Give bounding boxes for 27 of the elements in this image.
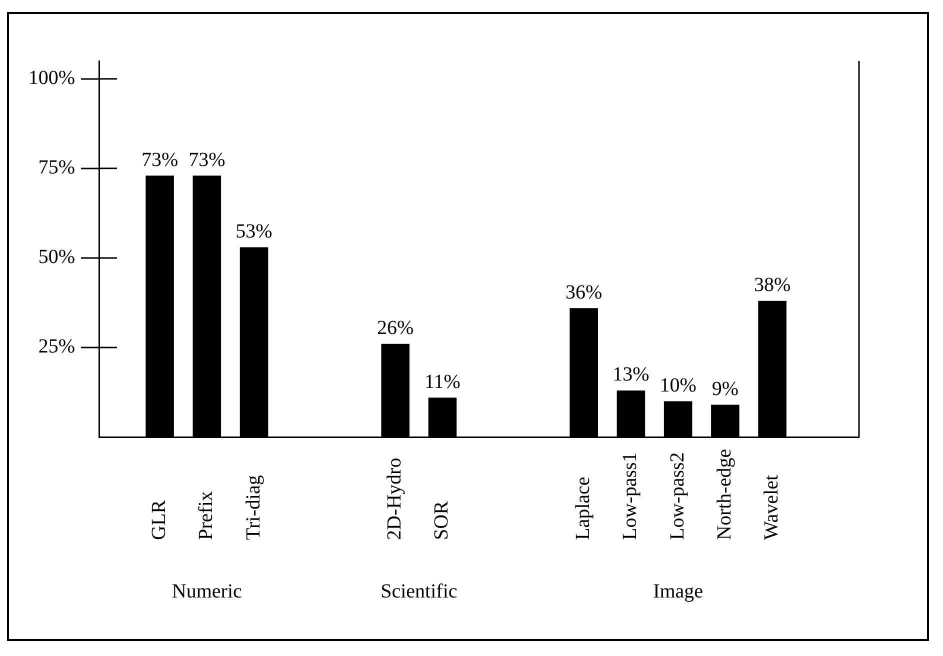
data-label: 53% [236,220,272,242]
text: Image [653,580,704,602]
data-label: 11% [424,370,460,393]
data-label: 73% [188,148,226,171]
x-tick-label: Laplace [572,476,594,540]
data-label: 10% [660,374,696,396]
data-label: 13% [612,364,650,386]
text: Numeric [172,580,242,602]
x-tick-label: Low-pass2 [666,452,688,540]
x-tick-label: North-edge [713,448,736,540]
x-tick-label: GLR [148,499,170,540]
y-tick-label: 50% [38,246,75,268]
y-tick-label: 25% [38,336,75,358]
x-tick-label: Prefix [195,491,218,540]
data-label: 26% [377,317,414,340]
x-tick-label: 2D-Hydro [384,458,406,540]
data-label: 9% [712,378,739,400]
x-tick-label: Wavelet [760,474,783,540]
y-tick-label: 100% [28,67,75,90]
x-tick-label: Low-pass1 [619,452,642,540]
y-tick-label: 75% [38,156,75,179]
x-tick-label: SOR [430,500,453,540]
data-label: 38% [754,274,791,296]
x-tick-label: Tri-diag [242,475,264,540]
data-label: 73% [141,148,178,171]
text: Scientific [380,580,458,602]
data-label: 36% [566,281,602,304]
